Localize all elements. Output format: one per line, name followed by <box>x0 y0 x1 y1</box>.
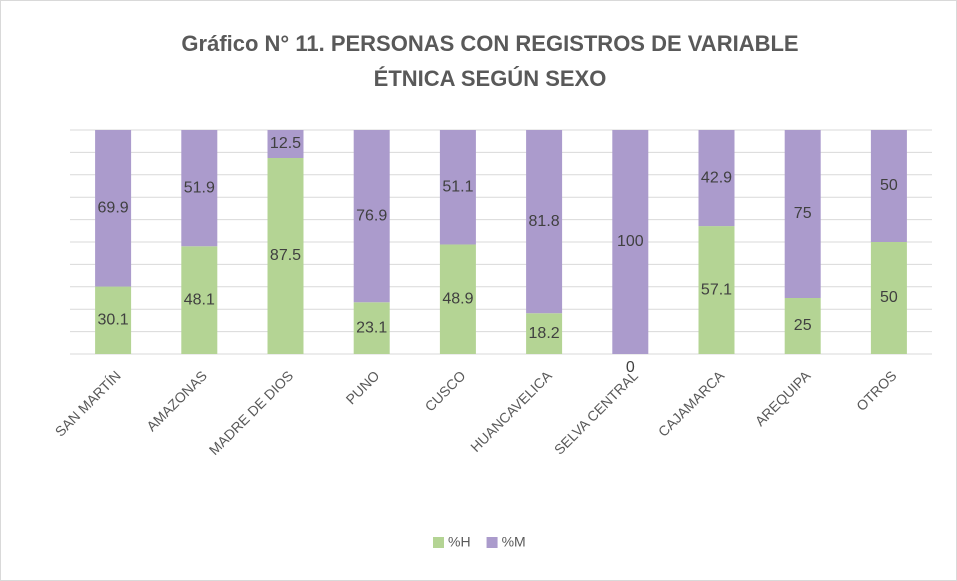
data-label: 12.5 <box>270 135 301 152</box>
chart-title: Gráfico N° 11. PERSONAS CON REGISTROS DE… <box>181 31 798 56</box>
data-label: 50 <box>880 289 898 306</box>
data-label: 100 <box>617 233 644 250</box>
data-label: 75 <box>794 205 812 222</box>
bar-segment <box>95 286 132 354</box>
bar-segment <box>526 313 563 354</box>
data-label: 51.9 <box>184 179 215 196</box>
bar-segment <box>439 130 476 245</box>
bar-segment <box>181 246 218 354</box>
bar-segment <box>353 302 390 354</box>
data-label: 30.1 <box>98 312 129 329</box>
data-label: 18.2 <box>529 325 560 342</box>
bar-segment <box>784 298 821 354</box>
bar-segment <box>698 130 735 227</box>
legend-swatch <box>486 537 498 548</box>
bar-segment <box>612 130 649 354</box>
data-label: 76.9 <box>356 207 387 224</box>
bar-segment <box>784 130 821 298</box>
data-label: 0 <box>626 359 635 376</box>
bar-segment <box>181 130 218 247</box>
data-label: 48.1 <box>184 291 215 308</box>
data-label: 25 <box>794 317 812 334</box>
bar-segment <box>267 130 304 158</box>
data-label: 42.9 <box>701 169 732 186</box>
bar-segment <box>267 158 304 354</box>
data-label: 81.8 <box>529 213 560 230</box>
bar-segment <box>870 242 907 354</box>
data-label: 48.9 <box>442 290 473 307</box>
legend-label: %H <box>448 534 471 550</box>
data-label: 50 <box>880 177 898 194</box>
bar-segment <box>95 130 132 287</box>
data-label: 87.5 <box>270 247 301 264</box>
data-label: 69.9 <box>98 200 129 217</box>
chart-title: ÉTNICA SEGÚN SEXO <box>374 66 607 91</box>
bar-segment <box>526 130 563 314</box>
data-label: 57.1 <box>701 281 732 298</box>
bar-segment <box>698 226 735 354</box>
bar-segment <box>353 130 390 303</box>
data-label: 51.1 <box>442 178 473 195</box>
bar-segment <box>439 244 476 354</box>
bar-segment <box>870 130 907 242</box>
legend-swatch <box>433 537 444 548</box>
data-label: 23.1 <box>356 319 387 336</box>
legend-label: %M <box>502 534 526 550</box>
